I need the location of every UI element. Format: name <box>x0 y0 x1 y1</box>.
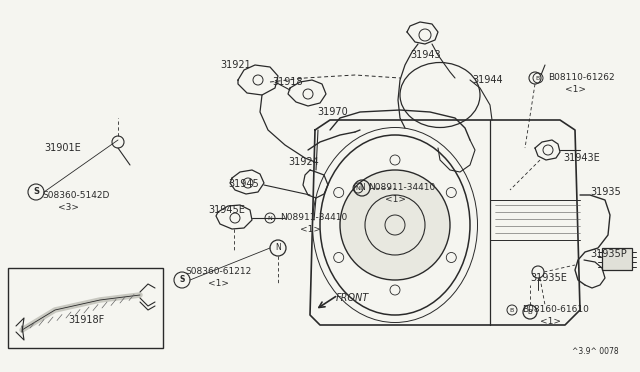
Text: <1>: <1> <box>385 196 406 205</box>
Text: B: B <box>527 309 532 315</box>
Text: S08360-5142D: S08360-5142D <box>42 192 109 201</box>
Circle shape <box>340 170 450 280</box>
Text: N08911-34410: N08911-34410 <box>280 214 348 222</box>
Text: N: N <box>275 244 281 253</box>
Text: 31943: 31943 <box>410 50 440 60</box>
Text: 31935P: 31935P <box>590 249 627 259</box>
Text: 31945: 31945 <box>228 179 259 189</box>
Text: 31970: 31970 <box>317 107 348 117</box>
Text: B08110-61262: B08110-61262 <box>548 74 614 83</box>
Text: <1>: <1> <box>300 225 321 234</box>
Bar <box>602 248 632 270</box>
Text: N: N <box>359 183 365 192</box>
Text: 31943E: 31943E <box>563 153 600 163</box>
Text: <1>: <1> <box>565 86 586 94</box>
Text: 31945E: 31945E <box>208 205 245 215</box>
Text: B: B <box>510 308 514 312</box>
Text: B08160-61610: B08160-61610 <box>522 305 589 314</box>
Text: <1>: <1> <box>208 279 229 289</box>
Text: N: N <box>268 215 273 221</box>
Text: ^3.9^ 0078: ^3.9^ 0078 <box>572 347 619 356</box>
Text: 31924: 31924 <box>288 157 319 167</box>
Text: B: B <box>536 76 540 80</box>
Text: 31918: 31918 <box>272 77 303 87</box>
Text: 31918F: 31918F <box>68 315 104 325</box>
Text: 31935E: 31935E <box>530 273 567 283</box>
Text: <1>: <1> <box>540 317 561 327</box>
Text: 31935: 31935 <box>590 187 621 197</box>
Text: N08911-34410: N08911-34410 <box>368 183 435 192</box>
Text: 31944: 31944 <box>472 75 502 85</box>
Text: S: S <box>33 187 39 196</box>
Text: N: N <box>356 186 360 190</box>
Text: <3>: <3> <box>58 203 79 212</box>
Text: S: S <box>179 276 185 285</box>
Bar <box>8 268 163 348</box>
Text: 31921: 31921 <box>220 60 251 70</box>
Text: S08360-61212: S08360-61212 <box>185 267 252 276</box>
Text: 31901E: 31901E <box>44 143 81 153</box>
Text: FRONT: FRONT <box>336 293 369 303</box>
